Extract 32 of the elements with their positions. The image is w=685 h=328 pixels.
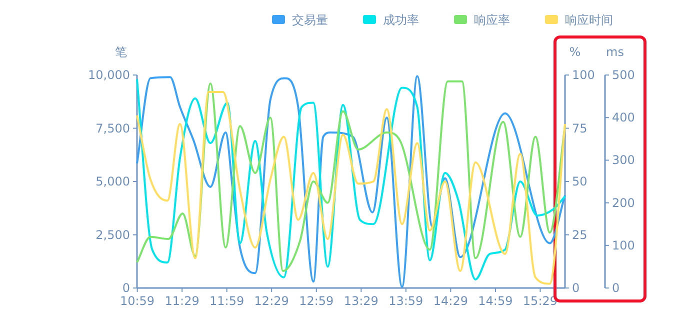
y2-axis-title: % [569,45,581,59]
y2-tick-label: 0 [572,281,580,295]
y-axis-title: 笔 [115,45,127,59]
x-tick-label: 14:29 [433,294,468,308]
y-tick-label: 0 [122,281,130,295]
y-tick-label: 10,000 [88,68,130,82]
y2-tick-label: 50 [572,174,588,188]
y2-tick-label: 75 [572,121,588,136]
legend-label: 交易量 [292,13,328,27]
x-tick-label: 11:29 [164,294,200,308]
y-tick-label: 7,500 [96,121,130,136]
x-tick-label: 14:59 [478,294,513,308]
legend-label: 响应率 [474,13,510,27]
y3-tick-label: 100 [612,238,635,252]
y3-tick-label: 300 [612,153,635,168]
x-tick-label: 11:59 [210,294,244,308]
y-tick-label: 5,000 [96,174,130,188]
x-tick-label: 13:29 [344,294,378,308]
y3-axis-title: ms [606,45,624,59]
y3-tick-label: 200 [612,196,635,210]
y3-tick-label: 0 [612,281,620,295]
y3-tick-label: 500 [612,68,635,82]
x-tick-label: 12:59 [299,294,334,308]
x-tick-label: 13:59 [388,294,424,308]
y-tick-label: 2,500 [96,228,130,242]
y3-tick-label: 400 [612,110,635,125]
x-tick-label: 10:59 [120,294,155,308]
legend-label: 响应时间 [565,13,613,27]
x-tick-label: 12:29 [254,294,289,308]
y2-tick-label: 100 [572,68,595,82]
legend-label: 成功率 [383,13,419,27]
y2-tick-label: 25 [572,228,588,242]
